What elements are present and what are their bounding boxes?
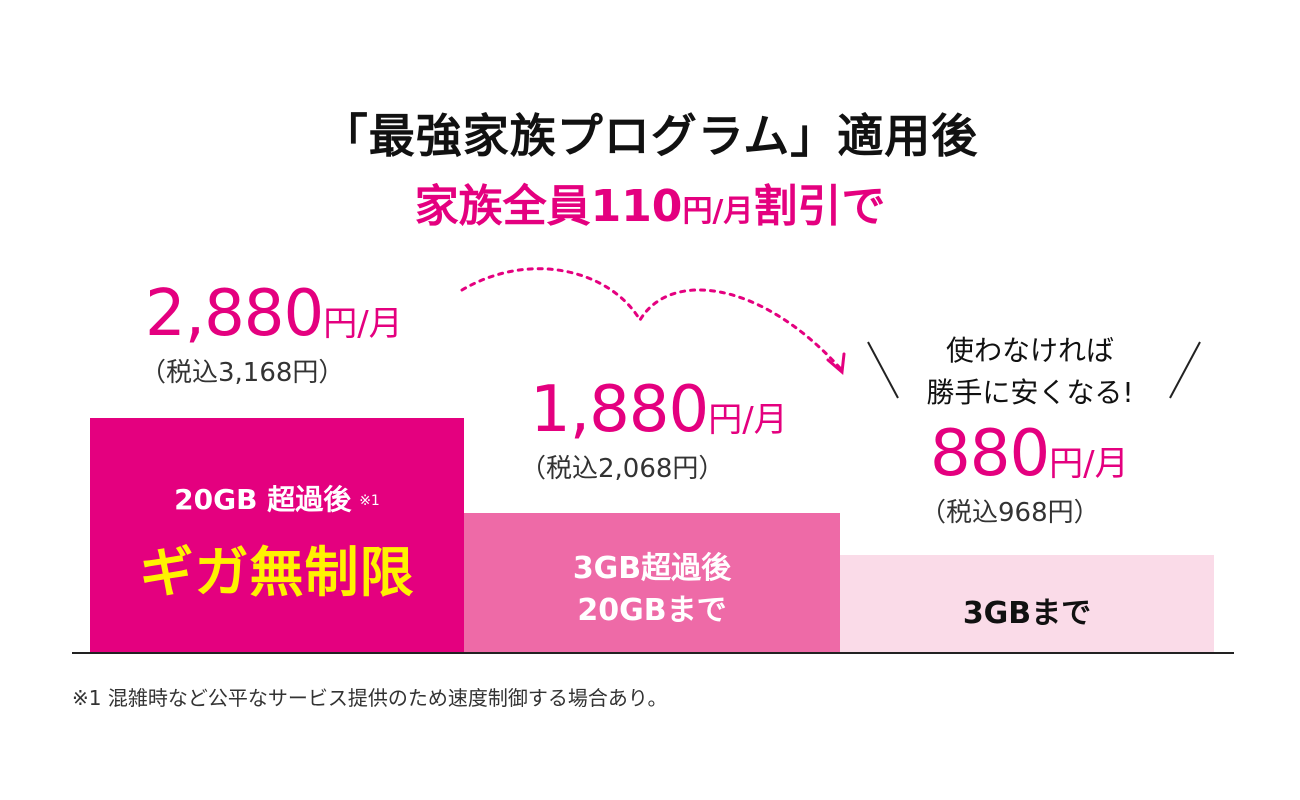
tier3-bar: [840, 555, 1214, 653]
tier3-tax: （税込968円）: [920, 498, 1100, 528]
tier3-label: 3GBまで: [962, 596, 1092, 631]
tier2-price: 1,880円/月: [530, 378, 788, 442]
callout-slash-left: [867, 341, 899, 399]
dotted-arrow-curve: [460, 267, 842, 370]
tier1-price-value: 2,880: [145, 277, 324, 351]
tier1-label-sub-text: 20GB 超過後: [174, 483, 352, 516]
subheadline-unit: 円/月: [682, 194, 754, 229]
tier1-price-unit: 円/月: [323, 304, 403, 344]
tier1-label-sub: 20GB 超過後 ※1: [90, 478, 464, 518]
tier2-tax: （税込2,068円）: [520, 454, 725, 484]
tier2-label: 3GB超過後 20GBまで: [464, 548, 840, 632]
tier2-label-line2: 20GBまで: [577, 593, 727, 628]
baseline: [72, 652, 1234, 654]
tier2-label-line1: 3GB超過後: [572, 551, 732, 586]
subheadline-tail: 割引で: [753, 181, 886, 232]
tier1-label-main: ギガ無制限: [139, 541, 415, 604]
arrow-head-icon: [826, 352, 846, 375]
footnote: ※1 混雑時など公平なサービス提供のため速度制御する場合あり。: [72, 686, 668, 710]
subheadline: 家族全員110円/月割引で: [0, 170, 1300, 234]
tier1-bar: [90, 418, 464, 653]
callout-slash-right: [1169, 341, 1201, 399]
tier1-price: 2,880円/月: [145, 282, 403, 346]
tier1-footnote-mark: ※1: [359, 493, 380, 509]
tier3-price: 880円/月: [930, 422, 1129, 486]
tier3-price-value: 880: [930, 417, 1050, 491]
tier2-price-value: 1,880: [530, 373, 709, 447]
headline: 「最強家族プログラム」適用後: [321, 109, 979, 163]
callout-line2: 勝手に安くなる!: [926, 376, 1134, 409]
tier1-tax: （税込3,168円）: [140, 358, 345, 388]
callout: 使わなければ 勝手に安くなる!: [880, 330, 1180, 414]
callout-line1: 使わなければ: [945, 334, 1114, 367]
tier2-price-unit: 円/月: [708, 400, 788, 440]
tier2-bar: [464, 513, 840, 653]
subheadline-main: 家族全員110: [414, 181, 683, 232]
tier3-price-unit: 円/月: [1049, 444, 1129, 484]
